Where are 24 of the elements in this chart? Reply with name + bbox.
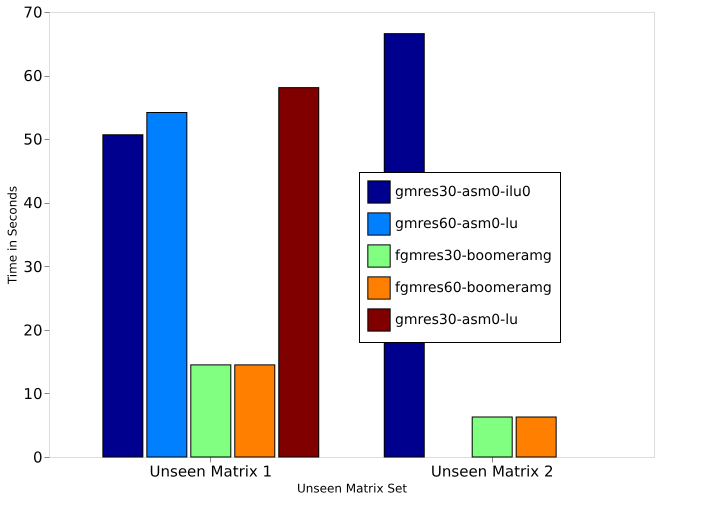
bar	[190, 364, 232, 458]
bar	[234, 364, 276, 458]
y-tick-label: 70	[23, 4, 42, 22]
legend-label: fgmres30-boomeramg	[395, 248, 552, 264]
legend-label: gmres30-asm0-ilu0	[395, 184, 531, 200]
x-tick-label: Unseen Matrix 1	[150, 462, 272, 480]
y-tick-label: 20	[23, 321, 42, 340]
legend-label: gmres60-asm0-lu	[395, 216, 518, 232]
y-tick-label: 0	[32, 448, 42, 466]
y-tick-label: 40	[23, 194, 42, 212]
bar	[146, 112, 188, 458]
x-axis-title: Unseen Matrix Set	[296, 482, 408, 496]
y-tick-label: 50	[23, 130, 42, 149]
bar	[278, 87, 320, 458]
legend-label: fgmres60-boomeramg	[395, 280, 552, 296]
legend-label: gmres30-asm0-lu	[395, 312, 518, 328]
y-axis-title: Time in Seconds	[5, 186, 20, 286]
y-tick-label: 30	[23, 258, 42, 276]
y-tick-label: 10	[23, 384, 42, 403]
bar	[516, 416, 557, 458]
x-tick-label: Unseen Matrix 2	[430, 462, 554, 480]
bar	[102, 134, 144, 458]
y-tick-label: 60	[23, 67, 42, 86]
bar	[472, 416, 513, 458]
